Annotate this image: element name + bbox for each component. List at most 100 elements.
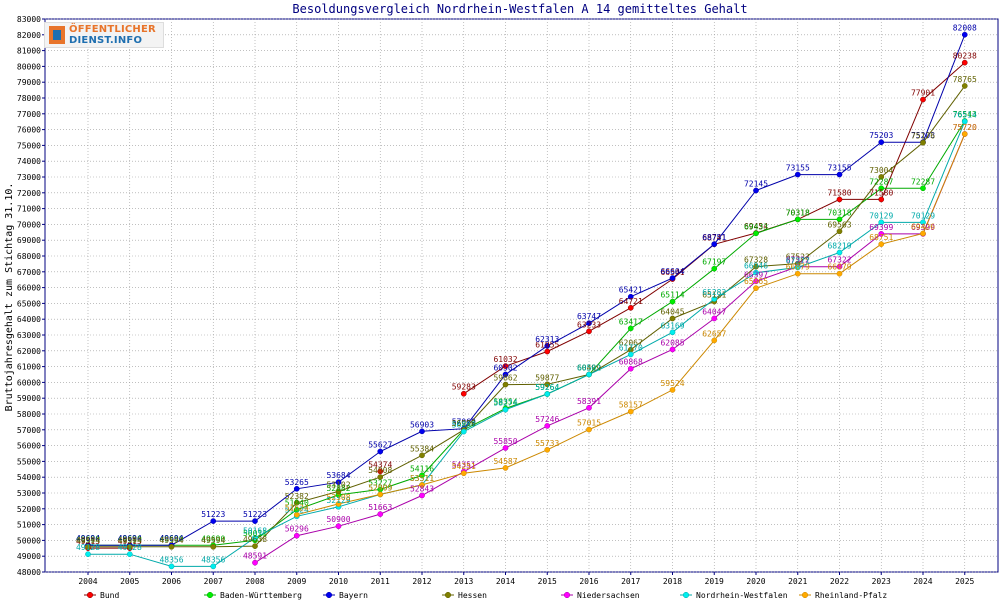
point-rheinland-pfalz (961, 131, 968, 137)
y-tick-label: 71000 (17, 205, 41, 214)
y-tick-label: 59000 (17, 394, 41, 403)
y-tick-label: 53000 (17, 489, 41, 498)
legend-marker-bund (86, 591, 94, 599)
data-label-niedersachsen: 67322 (786, 256, 810, 265)
data-label-niedersachsen: 60868 (619, 358, 643, 367)
data-label-nordrhein-westfalen: 48356 (201, 555, 225, 564)
site-logo: ÖFFENTLICHER DIENST.INFO (44, 22, 164, 48)
point-hessen (544, 381, 551, 388)
data-label-niedersachsen: 50296 (285, 525, 309, 534)
point-baden-w-rttemberg (878, 185, 885, 192)
point-bund (920, 96, 926, 103)
point-niedersachsen (377, 511, 384, 517)
data-label-nordrhein-westfalen: 58274 (493, 399, 517, 408)
data-label-rheinland-pfalz: 53511 (410, 474, 434, 483)
point-nordrhein-westfalen (252, 534, 258, 541)
y-tick-label: 60000 (17, 378, 41, 387)
point-bayern (377, 448, 384, 455)
point-hessen (126, 543, 133, 550)
point-rheinland-pfalz (836, 270, 843, 277)
data-label-baden-w-rttemberg: 59264 (535, 383, 559, 392)
data-label-hessen: 67522 (786, 253, 810, 262)
y-tick-label: 75000 (17, 141, 41, 150)
point-niedersachsen (252, 559, 258, 566)
point-bayern (252, 518, 258, 524)
x-tick-label: 2021 (788, 577, 807, 586)
point-nordrhein-westfalen (920, 219, 926, 226)
series-line-niedersachsen (254, 133, 966, 564)
legend-marker-rheinland-pfalz (801, 591, 809, 599)
data-label-hessen: 49594 (76, 536, 100, 545)
data-label-bayern: 62313 (535, 335, 559, 344)
data-label-nordrhein-westfalen: 76514 (953, 110, 977, 119)
data-label-bayern: 49694 (118, 534, 142, 543)
data-label-baden-w-rttemberg: 49690 (76, 534, 100, 543)
y-tick-label: 63000 (17, 331, 41, 340)
point-baden-w-rttemberg (669, 298, 676, 305)
data-label-baden-w-rttemberg: 52882 (326, 484, 350, 493)
logo-icon (49, 26, 65, 44)
point-niedersachsen (878, 231, 885, 237)
point-rheinland-pfalz (293, 511, 300, 518)
legend-label-bayern: Bayern (339, 591, 368, 600)
data-label-bund: 59283 (452, 383, 476, 392)
point-hessen (502, 381, 509, 388)
x-tick-label: 2006 (162, 577, 181, 586)
data-label-niedersachsen: 69399 (911, 223, 935, 232)
data-label-hessen: 49594 (159, 536, 183, 545)
data-label-niedersachsen: 51663 (368, 503, 392, 512)
data-label-hessen: 60499 (577, 364, 601, 373)
y-tick-label: 82000 (17, 31, 41, 40)
legend-label-niedersachsen: Niedersachsen (577, 591, 640, 600)
point-bayern (502, 371, 509, 378)
point-nordrhein-westfalen (502, 406, 509, 413)
legend-label-nordrhein-westfalen: Nordrhein-Westfalen (696, 591, 788, 600)
data-label-niedersachsen: 66397 (744, 270, 768, 279)
data-label-niedersachsen: 57246 (535, 415, 559, 424)
y-tick-label: 49000 (17, 552, 41, 561)
series-line-baden-w-rttemberg (88, 120, 966, 546)
data-label-rheinland-pfalz: 54587 (493, 457, 517, 466)
data-label-bayern: 51223 (243, 510, 267, 519)
point-nordrhein-westfalen (794, 264, 801, 271)
y-tick-label: 80000 (17, 62, 41, 71)
data-label-nordrhein-westfalen: 50168 (243, 527, 267, 536)
point-bund (836, 196, 843, 203)
data-label-hessen: 55384 (410, 444, 434, 453)
point-hessen (669, 315, 676, 322)
point-bayern (961, 31, 968, 38)
x-tick-label: 2017 (621, 577, 640, 586)
data-label-hessen: 53102 (326, 480, 350, 489)
data-label-nordrhein-westfalen: 66946 (744, 262, 768, 271)
y-axis-label: Bruttojahresgehalt zum Stichtag 31.10. (4, 183, 15, 412)
point-bund (544, 348, 551, 355)
point-rheinland-pfalz (502, 465, 509, 471)
point-rheinland-pfalz (586, 426, 592, 433)
point-nordrhein-westfalen (85, 551, 91, 558)
data-label-baden-w-rttemberg: 49690 (159, 534, 183, 543)
data-label-niedersachsen: 75720 (953, 123, 977, 132)
point-baden-w-rttemberg (419, 472, 425, 479)
data-label-hessen: 56999 (452, 419, 476, 428)
data-labels: 49513 49513 54374 59283 61032 61955 63233 64721… (76, 24, 977, 565)
data-label-bayern: 55627 (368, 440, 392, 449)
data-label-baden-w-rttemberg: 70318 (786, 208, 810, 217)
data-label-nordrhein-westfalen: 61770 (619, 343, 643, 352)
point-rheinland-pfalz (878, 241, 885, 247)
point-hessen (377, 474, 384, 480)
point-bayern (335, 479, 342, 486)
legend-label-hessen: Hessen (458, 591, 487, 600)
data-label-baden-w-rttemberg: 69433 (744, 222, 768, 231)
y-tick-label: 77000 (17, 110, 41, 119)
data-label-bayern: 68751 (702, 233, 726, 242)
data-label-niedersachsen: 67322 (827, 256, 851, 265)
data-label-rheinland-pfalz: 57015 (577, 419, 601, 428)
data-label-bayern: 73155 (786, 164, 810, 173)
data-label-niedersachsen: 52843 (410, 484, 434, 493)
data-label-bayern: 82008 (953, 24, 977, 33)
point-nordrhein-westfalen (753, 269, 759, 276)
y-tick-label: 78000 (17, 94, 41, 103)
data-label-rheinland-pfalz: 66879 (827, 263, 851, 272)
plot-area (44, 18, 999, 573)
x-tick-label: 2014 (496, 577, 515, 586)
